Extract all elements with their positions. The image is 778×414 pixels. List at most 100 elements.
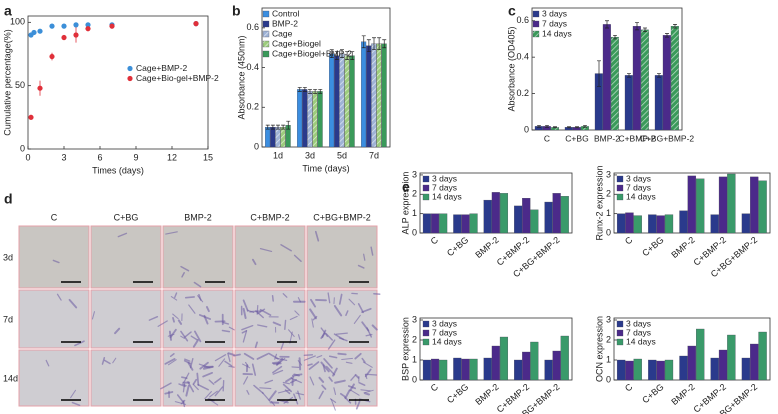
cell-stain <box>264 379 274 384</box>
cell-stain <box>338 293 343 305</box>
micrograph <box>18 225 90 289</box>
cell-stain <box>364 392 371 396</box>
bar <box>439 213 448 234</box>
y-axis-label: Absorbance (450nm) <box>236 35 246 119</box>
cell-stain <box>185 384 190 397</box>
cell-stain <box>335 332 348 335</box>
y-tick-label: 1 <box>412 354 417 364</box>
cell-stain <box>361 321 370 332</box>
x-tick-label: BMP-2 <box>669 382 697 407</box>
error-bar <box>545 125 549 128</box>
error-bar <box>318 89 323 94</box>
cell-stain <box>268 352 279 360</box>
cell-stain <box>280 342 285 350</box>
bar <box>664 359 674 381</box>
y-tick-label: 0 <box>412 227 417 237</box>
legend-label: 7 days <box>432 182 457 192</box>
cell-stain <box>227 352 231 363</box>
cell-stain <box>259 247 273 253</box>
cell-stain <box>176 394 185 404</box>
legend-label: 3 days <box>432 318 457 328</box>
cell-stain <box>257 308 266 315</box>
x-tick-label: C+BG <box>640 235 665 259</box>
error-bar <box>627 73 631 78</box>
x-tick-label: 9 <box>133 152 138 162</box>
cell-stain <box>256 353 269 360</box>
cell-stain <box>364 368 372 378</box>
cell-stain <box>272 369 284 375</box>
x-tick-label: 12 <box>167 152 177 162</box>
legend-label: 3 days <box>626 318 651 328</box>
error-bar <box>276 124 280 130</box>
cell-stain <box>208 379 215 385</box>
x-tick-label: C <box>623 234 635 246</box>
micrograph <box>157 289 239 349</box>
bar <box>530 341 539 381</box>
bar <box>499 193 509 234</box>
cell-stain <box>192 378 198 385</box>
cell-stain <box>310 298 317 308</box>
legend-label: Control <box>272 8 300 18</box>
cell-stain <box>293 254 302 263</box>
micrograph <box>234 289 306 350</box>
bar <box>758 331 767 381</box>
cell-stain <box>363 253 366 261</box>
data-point <box>61 34 67 41</box>
bar <box>483 199 492 234</box>
bar <box>329 53 335 148</box>
legend-swatch <box>616 329 624 337</box>
legend-label: Cage+Biogel <box>272 38 321 48</box>
data-point <box>31 29 37 36</box>
bar <box>552 350 561 381</box>
micrograph-bg <box>90 349 162 407</box>
bar <box>670 26 679 131</box>
bar <box>560 196 569 234</box>
cell-stain <box>242 330 248 343</box>
bar <box>514 205 523 234</box>
cell-stain <box>117 232 128 238</box>
cell-stain <box>242 299 249 312</box>
bar <box>718 349 728 381</box>
legend-label: BMP-2 <box>272 18 298 28</box>
cell-stain <box>288 329 295 337</box>
y-tick-label: 0.2 <box>516 88 529 98</box>
y-tick-label: 1 <box>606 354 611 364</box>
cell-stain <box>282 383 292 393</box>
cell-stain <box>303 355 316 361</box>
cell-stain <box>164 358 176 365</box>
micrograph-bg <box>234 289 306 349</box>
bar <box>430 358 440 381</box>
bar <box>307 91 313 148</box>
bar <box>741 213 751 234</box>
error-bar <box>350 51 355 60</box>
legend-swatch <box>422 329 430 337</box>
cell-stain <box>165 231 178 235</box>
cell-stain <box>184 296 196 299</box>
x-tick-label: BMP-2 <box>473 382 501 407</box>
cell-stain <box>308 361 320 370</box>
cell-stain <box>289 315 298 321</box>
y-axis-label: ALP expression <box>400 172 410 235</box>
x-tick-label: BMP-2 <box>473 235 501 260</box>
cell-stain <box>172 316 175 323</box>
y-tick-label: 0 <box>606 374 611 384</box>
data-point <box>37 28 43 34</box>
cell-stain <box>327 339 336 350</box>
x-tick-label: C <box>429 234 441 246</box>
cell-stain <box>285 375 295 383</box>
cell-stain <box>355 400 361 410</box>
cell-stain <box>246 309 255 313</box>
panel-label: d <box>4 191 13 207</box>
data-point <box>85 26 91 32</box>
cell-stain <box>354 373 360 379</box>
cell-stain <box>353 314 361 325</box>
cell-stain <box>254 341 258 349</box>
error-bar <box>302 87 307 92</box>
bar <box>656 360 665 381</box>
micrograph <box>18 349 90 407</box>
bar <box>422 213 431 234</box>
x-tick-label: 5d <box>337 150 347 160</box>
bar <box>710 357 719 381</box>
cell-stain <box>224 360 233 367</box>
bar <box>625 360 634 381</box>
